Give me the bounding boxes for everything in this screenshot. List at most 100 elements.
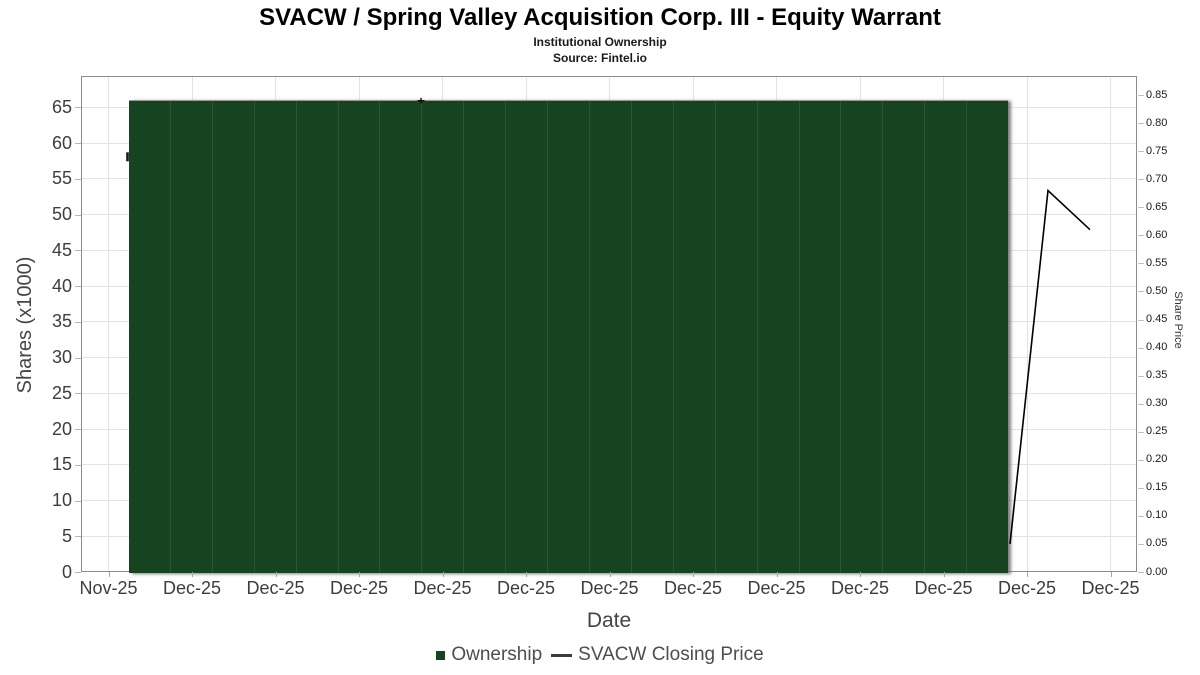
left-axis-tick: [75, 214, 81, 216]
right-axis-tick: [1138, 123, 1144, 125]
x-axis-tick: [776, 572, 778, 577]
right-axis-tick-label: 0.85: [1146, 88, 1168, 101]
left-axis-tick: [75, 357, 81, 359]
x-axis-tick-label: Nov-25: [79, 578, 138, 598]
right-axis-tick: [1138, 291, 1144, 293]
right-axis-tick-label: 0.05: [1146, 537, 1168, 550]
ownership-bar: [422, 101, 465, 573]
ownership-bars: [129, 100, 1008, 573]
legend-item-svacw-closing-price[interactable]: SVACW Closing Price: [551, 644, 764, 666]
x-axis-tick-label: Dec-25: [747, 578, 806, 598]
left-axis-tick: [75, 393, 81, 395]
left-axis-tick-label: 65: [51, 96, 72, 117]
x-axis-tick: [108, 572, 110, 577]
ownership-bar: [297, 101, 339, 573]
left-axis-tick-label: 15: [51, 454, 72, 475]
x-axis-tick-label: Dec-25: [830, 578, 890, 598]
right-axis-tick-label: 0.50: [1146, 284, 1168, 297]
ownership-bar: [339, 101, 381, 573]
right-axis-tick: [1138, 319, 1144, 321]
x-axis-tick: [526, 572, 527, 577]
x-axis-tick: [1027, 572, 1028, 577]
ownership-bar: [632, 101, 674, 573]
right-axis-tick: [1138, 179, 1144, 181]
right-axis-tick: [1138, 347, 1144, 349]
right-axis-tick: [1138, 515, 1144, 517]
x-axis-tick: [609, 572, 611, 577]
legend-square-icon: [436, 650, 446, 660]
left-axis-tick: [75, 536, 81, 538]
right-axis-tick-label: 0.65: [1146, 200, 1168, 213]
x-gridline: [108, 77, 109, 571]
ownership-bar: [590, 101, 632, 573]
left-axis-tick-label: 35: [51, 311, 72, 332]
left-axis-tick: [75, 286, 81, 288]
right-axis-tick: [1138, 487, 1144, 489]
left-axis-tick: [75, 107, 81, 109]
ownership-bar: [674, 101, 716, 573]
left-axis-tick-label: 0: [61, 561, 72, 582]
left-axis-tick-label: 45: [51, 239, 72, 260]
ownership-bar: [213, 101, 255, 573]
left-axis-tick: [75, 143, 81, 145]
right-axis-tick-label: 0.25: [1146, 425, 1168, 438]
right-axis-title: Share Price: [1172, 291, 1184, 349]
left-axis-tick-label: 55: [51, 168, 72, 189]
left-axis-tick: [75, 429, 81, 431]
right-axis-tick: [1138, 95, 1144, 97]
ownership-bar: [129, 101, 171, 573]
x-axis-tick-label: Dec-25: [997, 578, 1057, 598]
right-axis-tick-label: 0.35: [1146, 369, 1168, 382]
right-axis-tick: [1138, 235, 1144, 237]
ownership-bar: [925, 101, 968, 573]
right-axis-tick-label: 0.40: [1146, 341, 1168, 354]
ownership-bar: [841, 101, 884, 573]
x-gridline: [1110, 77, 1111, 571]
right-axis-tick-label: 0.70: [1146, 172, 1168, 185]
left-axis-tick-label: 50: [51, 204, 72, 225]
right-axis-tick: [1138, 459, 1144, 461]
right-axis-tick-label: 0.55: [1146, 256, 1168, 269]
ownership-bar: [758, 101, 800, 573]
left-axis-tick: [75, 572, 81, 573]
legend-line-icon: [551, 653, 573, 657]
x-axis-tick-label: Dec-25: [663, 578, 723, 598]
x-axis-tick-label: Dec-25: [162, 578, 222, 598]
ownership-bar: [171, 101, 213, 573]
left-axis-tick: [75, 321, 81, 323]
x-axis-tick: [275, 572, 277, 577]
x-axis-tick: [192, 572, 193, 577]
chart-title: SVACW / Spring Valley Acquisition Corp. …: [259, 4, 941, 31]
left-axis-tick-label: 10: [51, 490, 72, 511]
ownership-bar: [967, 101, 1008, 573]
x-axis-tick-label: Dec-25: [914, 578, 973, 598]
ownership-bar: [464, 101, 507, 573]
x-axis-tick: [943, 572, 945, 577]
x-axis-tick: [359, 572, 360, 577]
right-axis-tick-label: 0.15: [1146, 481, 1168, 494]
chart-subtitle: Institutional Ownership: [533, 35, 667, 49]
right-axis-tick: [1138, 207, 1144, 209]
x-axis-tick-label: Dec-25: [246, 578, 305, 598]
left-axis-tick: [75, 500, 81, 502]
left-axis-tick-label: 20: [51, 418, 72, 439]
left-axis-title: Shares (x1000): [14, 256, 36, 394]
legend-item-ownership[interactable]: Ownership: [436, 644, 542, 666]
ownership-bar: [506, 101, 549, 573]
x-axis-tick: [693, 572, 694, 577]
x-axis-tick: [442, 572, 444, 577]
right-axis-tick-label: 0.30: [1146, 397, 1168, 410]
right-axis-tick: [1138, 403, 1144, 405]
right-axis-tick-label: 0.60: [1146, 228, 1168, 241]
right-axis-tick: [1138, 543, 1144, 545]
left-axis-tick-label: 60: [51, 132, 72, 153]
left-axis-tick: [75, 464, 81, 466]
x-axis-tick-label: Dec-25: [413, 578, 472, 598]
right-axis-tick: [1138, 151, 1144, 153]
left-axis-tick: [75, 250, 81, 252]
ownership-bar: [883, 101, 926, 573]
x-axis-title: Date: [586, 609, 632, 632]
x-axis-tick: [860, 572, 861, 577]
x-axis-tick-label: Dec-25: [580, 578, 639, 598]
left-axis-tick-label: 30: [51, 347, 72, 368]
